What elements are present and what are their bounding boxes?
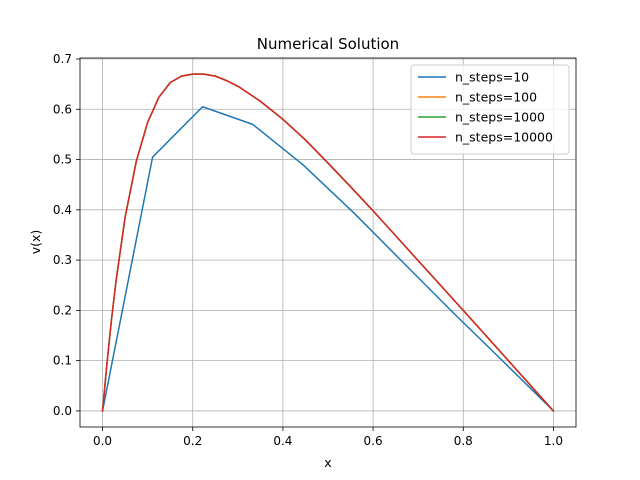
y-tick-label: 0.1 bbox=[53, 354, 72, 368]
y-tick-label: 0.2 bbox=[53, 303, 72, 317]
chart-title: Numerical Solution bbox=[257, 35, 399, 53]
x-tick-label: 0.6 bbox=[364, 434, 383, 448]
x-tick-label: 0.2 bbox=[183, 434, 202, 448]
y-tick-label: 0.6 bbox=[53, 102, 72, 116]
y-tick-label: 0.4 bbox=[53, 203, 72, 217]
legend-label: n_steps=100 bbox=[455, 90, 537, 105]
x-axis-ticks: 0.0 0.2 0.4 0.6 0.8 1.0 bbox=[93, 427, 563, 448]
plot-area-frame bbox=[79, 57, 577, 428]
x-tick-label: 0.0 bbox=[93, 434, 112, 448]
series-line-1 bbox=[101, 106, 555, 412]
legend-box bbox=[410, 64, 570, 155]
y-axis-label: v(x) bbox=[28, 230, 43, 255]
series-lines bbox=[101, 73, 555, 412]
legend-label: n_steps=1000 bbox=[455, 110, 545, 125]
y-tick-label: 0.5 bbox=[53, 153, 72, 167]
y-tick-label: 0.0 bbox=[53, 404, 72, 418]
legend-label: n_steps=10000 bbox=[455, 130, 553, 145]
x-tick-label: 0.4 bbox=[273, 434, 292, 448]
x-tick-label: 1.0 bbox=[544, 434, 563, 448]
legend-label: n_steps=10 bbox=[455, 70, 529, 85]
x-axis-label: x bbox=[324, 455, 331, 470]
x-tick-label: 0.8 bbox=[454, 434, 473, 448]
series-line-4 bbox=[101, 73, 555, 412]
y-tick-label: 0.3 bbox=[53, 253, 72, 267]
y-axis-ticks: 0.0 0.1 0.2 0.3 0.4 0.5 0.6 0.7 bbox=[53, 52, 80, 418]
legend: n_steps=10 n_steps=100 n_steps=1000 n_steps… bbox=[410, 64, 570, 155]
y-tick-label: 0.7 bbox=[53, 52, 72, 66]
